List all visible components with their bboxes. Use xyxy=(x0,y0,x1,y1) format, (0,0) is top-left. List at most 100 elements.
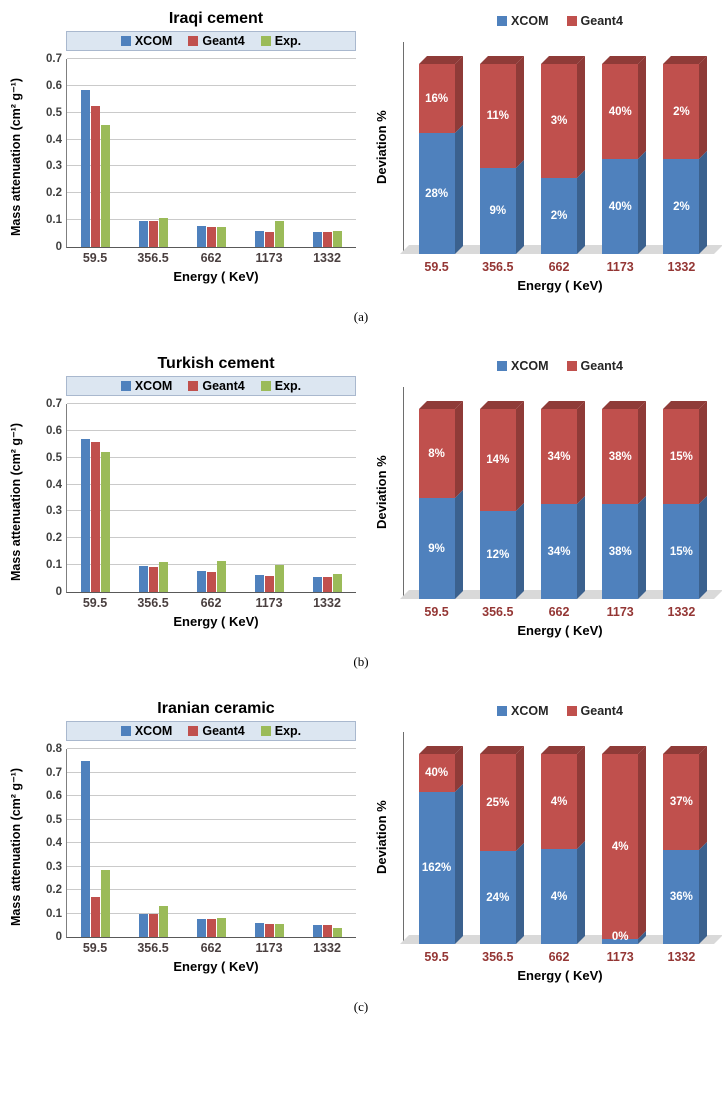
bar-side-face-icon xyxy=(515,401,524,511)
bar-slot: 14% 12% xyxy=(467,401,528,599)
x-tick-label: 1332 xyxy=(667,950,696,964)
geant4-percent-label: 14% xyxy=(486,454,510,466)
bar-slot: 40% 162% xyxy=(406,746,467,944)
y-axis-label: Deviation % xyxy=(374,110,389,184)
x-axis-label: Energy ( KeV) xyxy=(517,623,603,638)
bar-group xyxy=(298,59,356,247)
bar-geant4-1332 xyxy=(322,925,332,937)
x-axis-label: Energy ( KeV) xyxy=(173,959,259,974)
bar-geant4-662 xyxy=(206,571,216,592)
x-tick-label: 1173 xyxy=(606,605,634,619)
geant4-percent-label: 25% xyxy=(486,796,510,809)
gridline xyxy=(67,483,356,485)
bar-group xyxy=(298,749,356,937)
geant4-swatch-icon xyxy=(188,36,199,46)
y-tick-label: 0.2 xyxy=(46,884,62,896)
bar-xcom-59.5 xyxy=(81,438,91,592)
x-tick-label: 1173 xyxy=(606,260,634,274)
xcom-segment: 2% xyxy=(663,151,708,254)
stacked-bar-662: 4% 4% xyxy=(541,746,585,944)
legend-label: Geant4 xyxy=(580,704,623,718)
exp-swatch-icon xyxy=(260,36,271,46)
chart-body: Deviation % 8% 9% 14% 12% 34% 34% 38% 38% 15% 15% xyxy=(374,385,722,599)
xcom-percent-label: 38% xyxy=(608,545,632,558)
gridline xyxy=(67,865,356,867)
x-tick-label: 356.5 xyxy=(137,596,169,610)
x-tick-label: 59.5 xyxy=(82,251,108,265)
chart-title: Turkish cement xyxy=(157,355,275,372)
x-tick-label: 59.5 xyxy=(424,260,449,274)
bar-exp-662 xyxy=(216,561,226,592)
legend-label: XCOM xyxy=(134,724,173,738)
bar-side-face-icon xyxy=(577,496,585,599)
gridline xyxy=(67,912,356,914)
y-axis-label: Deviation % xyxy=(374,800,389,874)
bar-slot: 16% 28% xyxy=(406,56,467,254)
bar-group xyxy=(240,404,298,592)
bars: 40% 162% 25% 24% 4% 4% 4% 0% 37% 36% xyxy=(406,730,712,944)
bar-group xyxy=(125,59,183,247)
bar-side-face-icon xyxy=(577,401,585,504)
y-tick-label: 0 xyxy=(55,241,62,253)
bar-exp-356.5 xyxy=(159,218,169,247)
plot-area: 0 0.1 0.2 0.3 0.4 0.5 0.6 0.7 xyxy=(46,53,356,253)
bar-side-face-icon xyxy=(699,842,708,944)
y-tick-label: 0.5 xyxy=(46,813,62,826)
legend: XCOM Geant4 xyxy=(406,359,714,373)
bar-side-face-icon xyxy=(515,843,524,944)
geant4-segment: 8% xyxy=(418,401,463,498)
gridline xyxy=(67,771,356,773)
bar-geant4-1173 xyxy=(264,575,274,592)
bar-groups xyxy=(67,749,356,937)
x-tick-labels: 59.5 356.5 662 1173 1332 xyxy=(66,596,356,610)
gridline xyxy=(67,165,356,167)
gridline xyxy=(67,564,356,566)
bar-side-face-icon xyxy=(454,125,463,254)
bar-side-face-icon xyxy=(638,496,647,599)
legend-label: Geant4 xyxy=(580,359,623,373)
bar-slot: 34% 34% xyxy=(528,401,589,599)
geant4-segment: 14% xyxy=(479,401,524,511)
xcom-swatch-icon xyxy=(497,361,508,371)
bar-slot: 4% 0% xyxy=(590,746,651,944)
bar-side-face-icon xyxy=(638,56,647,159)
geant4-swatch-icon xyxy=(566,706,577,716)
chart-body: Mass attenuation (cm² g⁻¹) XCOM Geant4 Exp… xyxy=(8,721,366,974)
xcom-segment: 28% xyxy=(418,125,463,254)
bar-exp-1332 xyxy=(332,574,342,592)
geant4-percent-label: 15% xyxy=(669,450,693,463)
bar-geant4-662 xyxy=(206,226,216,247)
y-tick-label: 0.5 xyxy=(46,451,62,464)
geant4-segment: 15% xyxy=(663,401,708,504)
x-tick-label: 356.5 xyxy=(482,950,514,964)
x-axis-label: Energy ( KeV) xyxy=(173,269,259,284)
bar-xcom-1173 xyxy=(254,231,264,247)
legend-label: XCOM xyxy=(134,379,173,393)
bar-slot: 11% 9% xyxy=(467,56,528,254)
legend-label: Geant4 xyxy=(580,14,623,28)
xcom-segment: 36% xyxy=(663,842,708,944)
legend: XCOM Geant4 Exp. xyxy=(66,721,356,741)
x-tick-label: 1173 xyxy=(255,251,283,265)
geant4-segment: 37% xyxy=(663,746,708,850)
bar-group xyxy=(240,59,298,247)
bar-slot: 38% 38% xyxy=(590,401,651,599)
legend: XCOM Geant4 xyxy=(406,704,714,718)
geant4-percent-label: 4% xyxy=(611,840,629,853)
bar-slot: 4% 4% xyxy=(528,746,589,944)
legend-item-geant4: Geant4 xyxy=(566,704,623,718)
plot-area: 0 0.1 0.2 0.3 0.4 0.5 0.6 0.7 0.8 xyxy=(46,743,356,943)
legend-label: XCOM xyxy=(134,34,173,48)
chart-title: Iranian ceramic xyxy=(157,700,275,717)
x-tick-labels: 59.5 356.5 662 1173 1332 xyxy=(66,941,356,955)
xcom-segment: 34% xyxy=(541,496,585,599)
geant4-segment: 16% xyxy=(418,56,463,133)
bar-xcom-356.5 xyxy=(139,565,149,592)
legend-item-xcom: XCOM xyxy=(120,379,173,393)
xcom-segment: 4% xyxy=(541,841,585,944)
bar-groups xyxy=(67,59,356,247)
bar-xcom-1173 xyxy=(254,575,264,592)
gridline xyxy=(67,111,356,113)
y-tick-label: 0.4 xyxy=(46,837,62,849)
bar-slot: 25% 24% xyxy=(467,746,528,944)
